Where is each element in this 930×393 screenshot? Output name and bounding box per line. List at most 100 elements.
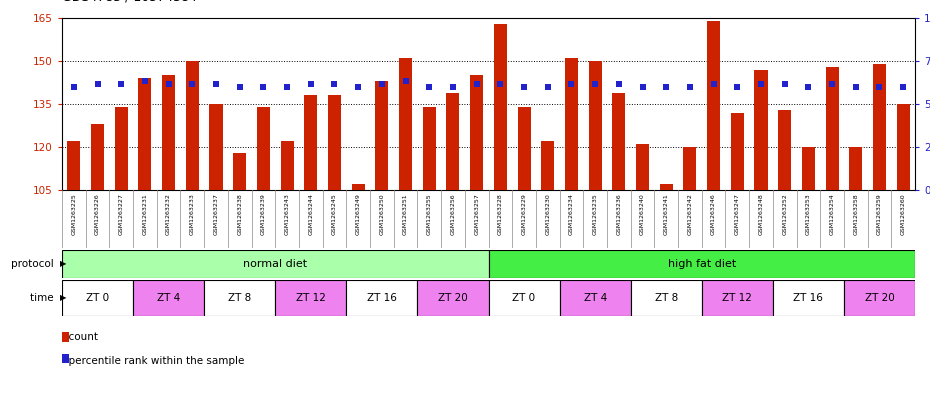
Text: GSM1263236: GSM1263236	[617, 193, 621, 235]
Bar	[494, 24, 507, 190]
Text: GSM1263233: GSM1263233	[190, 193, 194, 235]
Text: GSM1263238: GSM1263238	[237, 193, 242, 235]
Text: GSM1263250: GSM1263250	[379, 193, 384, 235]
Point	[540, 84, 555, 90]
Bar	[275, 280, 346, 316]
Bar	[684, 147, 697, 190]
Text: GSM1263232: GSM1263232	[166, 193, 171, 235]
Text: ZT 20: ZT 20	[865, 293, 895, 303]
Point	[683, 84, 698, 90]
Text: GSM1263225: GSM1263225	[72, 193, 76, 235]
Text: ZT 12: ZT 12	[296, 293, 326, 303]
Bar	[139, 78, 152, 190]
Text: GSM1263251: GSM1263251	[403, 193, 408, 235]
Bar	[541, 141, 554, 190]
Bar	[844, 280, 915, 316]
Point	[398, 78, 413, 84]
Text: GSM1263234: GSM1263234	[569, 193, 574, 235]
Text: count: count	[62, 332, 98, 342]
Text: GDS4783 / 10574384: GDS4783 / 10574384	[62, 0, 197, 4]
Point	[588, 81, 603, 87]
Point	[113, 81, 128, 87]
Point	[422, 84, 437, 90]
Point	[470, 81, 485, 87]
Text: GSM1263247: GSM1263247	[735, 193, 739, 235]
Text: GSM1263231: GSM1263231	[142, 193, 148, 235]
Point	[280, 84, 295, 90]
Text: GSM1263256: GSM1263256	[450, 193, 456, 235]
Text: high fat diet: high fat diet	[668, 259, 736, 269]
Text: GSM1263229: GSM1263229	[522, 193, 526, 235]
Bar	[488, 250, 915, 278]
Point	[611, 81, 626, 87]
Point	[825, 81, 840, 87]
Text: GSM1263242: GSM1263242	[687, 193, 693, 235]
Point	[848, 84, 863, 90]
Point	[327, 81, 342, 87]
Bar	[281, 141, 294, 190]
Point	[66, 84, 81, 90]
Bar	[62, 280, 133, 316]
Bar	[114, 107, 127, 190]
Bar	[471, 75, 484, 190]
Bar	[707, 21, 720, 190]
Point	[303, 81, 318, 87]
Bar	[488, 280, 560, 316]
Text: ZT 16: ZT 16	[367, 293, 397, 303]
Text: GSM1263226: GSM1263226	[95, 193, 100, 235]
Bar	[346, 280, 418, 316]
Bar	[702, 280, 773, 316]
Bar	[802, 147, 815, 190]
Text: ZT 4: ZT 4	[157, 293, 180, 303]
Bar	[186, 61, 199, 190]
Text: GSM1263243: GSM1263243	[285, 193, 289, 235]
Text: GSM1263252: GSM1263252	[782, 193, 787, 235]
Text: GSM1263257: GSM1263257	[474, 193, 479, 235]
Point	[375, 81, 390, 87]
Bar	[418, 280, 488, 316]
Bar	[446, 92, 459, 190]
Point	[753, 81, 768, 87]
Bar	[612, 92, 625, 190]
Point	[516, 84, 531, 90]
Point	[801, 84, 816, 90]
Bar	[205, 280, 275, 316]
Text: GSM1263239: GSM1263239	[261, 193, 266, 235]
Point	[706, 81, 721, 87]
Bar	[304, 95, 317, 190]
Bar	[233, 153, 246, 190]
Bar	[560, 280, 631, 316]
Text: GSM1263246: GSM1263246	[711, 193, 716, 235]
Bar	[91, 124, 104, 190]
Text: normal diet: normal diet	[243, 259, 307, 269]
Text: GSM1263235: GSM1263235	[592, 193, 598, 235]
Point	[161, 81, 176, 87]
Point	[445, 84, 460, 90]
Bar	[423, 107, 436, 190]
Bar	[328, 95, 341, 190]
Bar	[376, 81, 389, 190]
Bar	[589, 61, 602, 190]
Text: ZT 0: ZT 0	[86, 293, 109, 303]
Point	[730, 84, 745, 90]
Point	[256, 84, 271, 90]
Point	[208, 81, 223, 87]
Text: ZT 8: ZT 8	[228, 293, 251, 303]
Text: ZT 20: ZT 20	[438, 293, 468, 303]
Text: protocol: protocol	[11, 259, 58, 269]
Point	[777, 81, 792, 87]
Point	[90, 81, 105, 87]
Bar	[565, 58, 578, 190]
Text: GSM1263259: GSM1263259	[877, 193, 882, 235]
Text: GSM1263248: GSM1263248	[759, 193, 764, 235]
Text: GSM1263241: GSM1263241	[664, 193, 669, 235]
Point	[564, 81, 578, 87]
Text: time: time	[31, 293, 58, 303]
Bar	[773, 280, 844, 316]
Point	[185, 81, 200, 87]
Text: GSM1263237: GSM1263237	[214, 193, 219, 235]
Text: GSM1263254: GSM1263254	[830, 193, 834, 235]
Bar	[162, 75, 175, 190]
Text: GSM1263258: GSM1263258	[853, 193, 858, 235]
Text: ▶: ▶	[60, 259, 67, 268]
